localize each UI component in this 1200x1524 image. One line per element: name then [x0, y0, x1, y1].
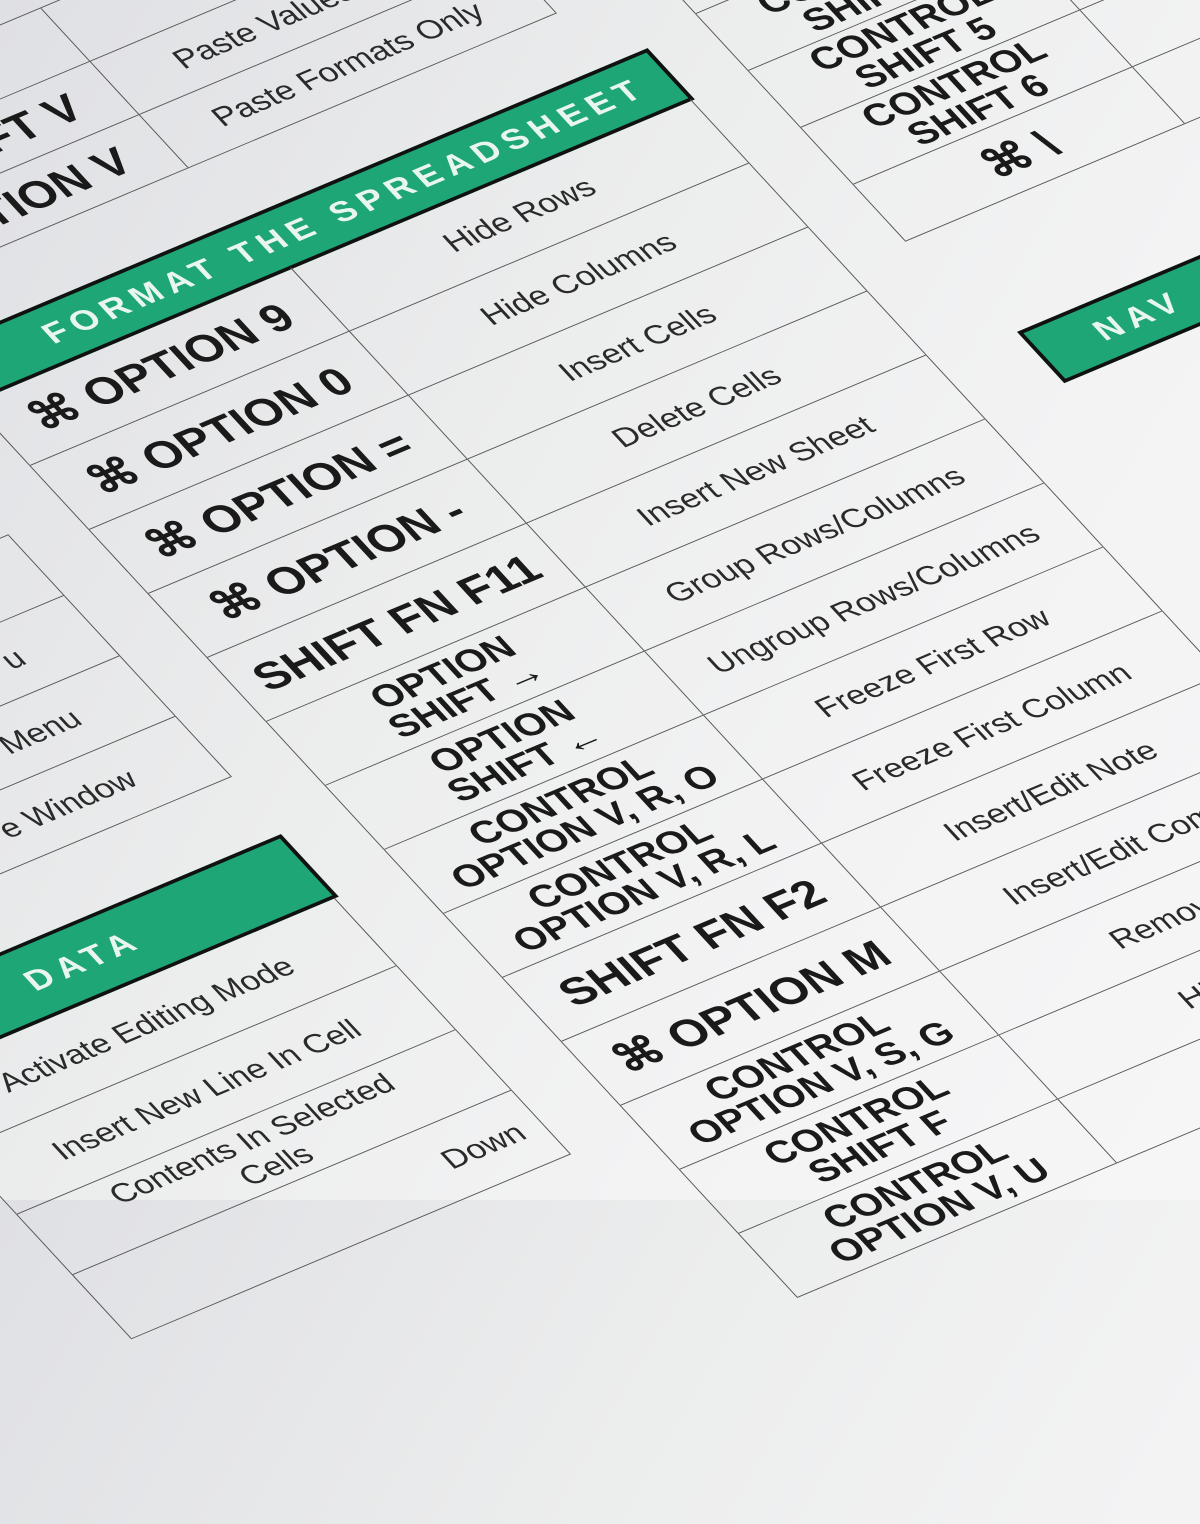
nav-section-title: NAV: [1084, 284, 1195, 347]
nav-section-header: NAV: [1017, 174, 1200, 384]
cheat-sheet: SHIFT V Paste Values Only OPTION V Paste Fo…: [0, 0, 1200, 1340]
